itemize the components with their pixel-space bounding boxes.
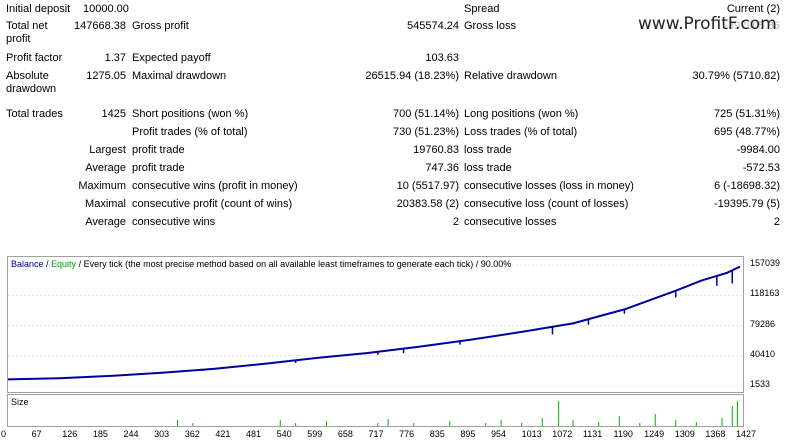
profit-trades-label: Profit trades (% of total) [132,126,248,138]
profit-trades-value: 730 (51.23%) [392,126,459,138]
max-consec-losses-value: 6 (-18698.32) [713,180,780,192]
size-panel: Size [7,394,744,427]
x-tick-label: 362 [184,429,200,439]
avg-consec-wins-label: consecutive wins [132,216,216,228]
max-consec-losses-label: consecutive losses (loss in money) [464,180,634,192]
total-net-profit-label: Total net [6,20,48,32]
total-trades-label: Total trades [6,108,63,120]
total-trades-value: 1425 [101,108,126,120]
long-positions-label: Long positions (won %) [464,108,579,120]
x-tick-label: 0 [1,429,7,439]
gross-loss-label: Gross loss [464,20,516,32]
balance-series-line [8,265,741,381]
chart-legend: Balance / Equity / Every tick (the most … [11,259,511,270]
spread-label: Spread [464,3,500,15]
maximal-consec-profit-value: 20383.58 (2) [396,198,459,210]
y-tick-label: 1533 [750,379,771,389]
x-tick-label: 835 [429,429,445,439]
loss-trades-label: Loss trades (% of total) [464,126,578,138]
short-positions-label: Short positions (won %) [132,108,249,120]
x-tick-label: 954 [491,429,507,439]
average-profit-value: 747.36 [425,162,459,174]
size-bars-svg [177,401,738,426]
largest-profit-label: profit trade [132,144,185,156]
maximum-label: Maximum [78,180,126,192]
x-tick-label: 895 [460,429,476,439]
max-consec-wins-label: consecutive wins (profit in money) [132,180,298,192]
avg-consec-losses-value: 2 [773,216,780,228]
total-net-profit-label-2: profit [6,33,31,45]
absolute-drawdown-label-2: drawdown [6,83,57,95]
avg-consec-losses-label: consecutive losses [464,216,557,228]
largest-label: Largest [89,144,126,156]
initial-deposit-value: 10000.00 [83,3,129,15]
x-tick-label: 1368 [705,429,726,439]
x-tick-label: 776 [399,429,415,439]
maximal-consec-profit-label: consecutive profit (count of wins) [132,198,293,210]
balance-chart-svg [8,264,743,387]
largest-loss-value: -9984.00 [736,144,780,156]
balance-chart: Balance / Equity / Every tick (the most … [7,256,744,393]
max-consec-wins-value: 10 (5517.97) [396,180,459,192]
spread-value: Current (2) [726,3,780,15]
x-tick-label: 717 [368,429,384,439]
gross-profit-value: 545574.24 [407,20,459,32]
avg-consec-wins-value: 2 [452,216,459,228]
maximal-consec-loss-value: -19395.79 (5) [713,198,780,210]
gross-loss-value: -397905.86 [724,20,780,32]
initial-deposit-label: Initial deposit [6,3,71,15]
x-tick-label: 67 [31,429,42,439]
x-tick-label: 1013 [521,429,542,439]
total-net-profit-value: 147668.38 [74,20,126,32]
x-tick-label: 126 [62,429,78,439]
largest-loss-label: loss trade [464,144,512,156]
profit-factor-label: Profit factor [6,52,63,64]
long-positions-value: 725 (51.31%) [713,108,780,120]
maximal-consec-loss-label: consecutive loss (count of losses) [464,198,629,210]
x-tick-label: 1309 [674,429,695,439]
largest-profit-value: 19760.83 [413,144,459,156]
x-tick-label: 1190 [613,429,633,439]
x-tick-label: 481 [246,429,262,439]
x-tick-label: 1131 [582,429,603,439]
expected-payoff-label: Expected payoff [132,52,211,64]
legend-sep: / [43,259,52,269]
average-consec-label: Average [85,216,126,228]
expected-payoff-value: 103.63 [425,52,459,64]
legend-description: / Every tick (the most precise method ba… [76,259,512,269]
x-tick-label: 185 [92,429,108,439]
average-profit-label: profit trade [132,162,185,174]
loss-trades-value: 695 (48.77%) [713,126,780,138]
maximal-drawdown-label: Maximal drawdown [132,70,227,82]
x-tick-label: 540 [276,429,292,439]
gross-profit-label: Gross profit [132,20,189,32]
maximal-drawdown-value: 26515.94 (18.23%) [365,70,459,82]
size-label: Size [11,397,29,407]
x-tick-label: 599 [307,429,323,439]
relative-drawdown-label: Relative drawdown [464,70,557,82]
y-tick-label: 79286 [750,318,776,329]
watermark: www.ProfitF.com [638,14,777,34]
legend-balance: Balance [11,259,44,269]
maximal-label: Maximal [85,198,126,210]
legend-equity: Equity [51,259,77,269]
absolute-drawdown-value: 1275.05 [86,70,126,82]
x-tick-label: 244 [123,429,139,439]
average-loss-label: loss trade [464,162,512,174]
average-loss-value: -572.53 [742,162,780,174]
y-tick-label: 118163 [750,288,780,299]
y-tick-label: 40410 [750,348,776,359]
relative-drawdown-value: 30.79% (5710.82) [692,70,780,82]
y-tick-label: 157039 [750,258,781,268]
x-tick-label: 303 [154,429,170,439]
absolute-drawdown-label: Absolute [6,70,49,82]
x-tick-label: 421 [215,429,231,439]
average-label: Average [85,162,126,174]
x-tick-label: 1427 [736,429,757,439]
profit-factor-value: 1.37 [104,52,126,64]
x-tick-label: 1249 [644,429,665,439]
x-tick-label: 658 [337,429,353,439]
x-tick-label: 1072 [552,429,573,439]
short-positions-value: 700 (51.14%) [392,108,459,120]
